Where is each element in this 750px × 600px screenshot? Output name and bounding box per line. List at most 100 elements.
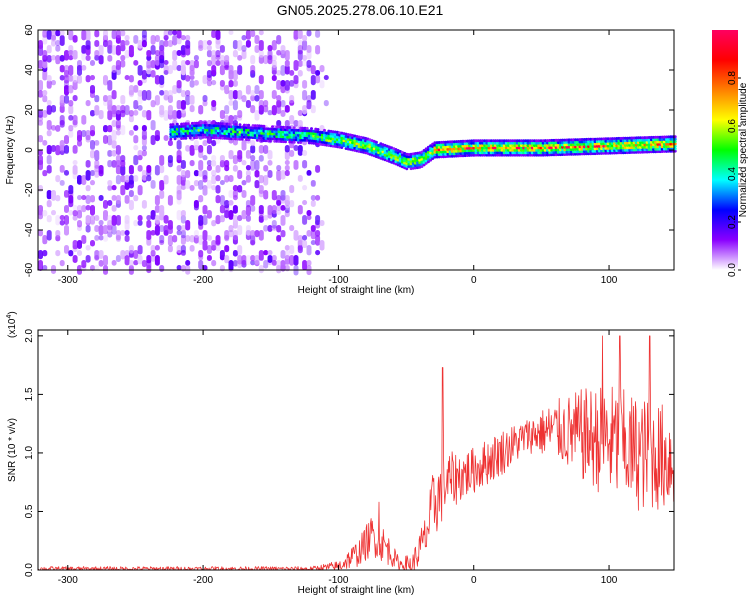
spectrogram-cell — [632, 143, 636, 147]
spectrogram-cell — [68, 130, 74, 138]
spectrogram-x-label: Height of straight line (km) — [298, 285, 415, 296]
spectrogram-cell — [574, 140, 578, 144]
spectrogram-cell — [498, 151, 502, 155]
spectrogram-cell — [146, 175, 152, 182]
spectrogram-cell — [478, 144, 482, 147]
spectrogram-cell — [478, 153, 482, 157]
spectrogram-cell — [589, 152, 593, 156]
spectrogram-cell — [280, 45, 286, 55]
spectrogram-cell — [656, 138, 660, 142]
colorbar-label: Normalized spectral amplitude — [738, 82, 749, 217]
spectrogram-cell — [185, 90, 191, 97]
spectrogram-cell — [476, 146, 480, 150]
spectrogram-cell — [476, 148, 480, 152]
spectrogram-cell — [211, 185, 217, 191]
spectrogram-cell — [289, 100, 295, 106]
spectrogram-cell — [535, 148, 539, 152]
spectrogram-cell — [457, 149, 461, 153]
spectrogram-cell — [215, 195, 221, 204]
spectrogram-cell — [258, 136, 261, 140]
spectrogram-cell — [306, 45, 312, 53]
spectrogram-cell — [268, 139, 272, 143]
spectrogram-cell — [216, 134, 220, 137]
spectrogram-cell — [271, 134, 274, 138]
spectrogram-cell — [567, 143, 571, 147]
spectrogram-cell — [280, 85, 286, 94]
spectrogram-cell — [85, 30, 91, 41]
spectrogram-cell — [206, 145, 212, 155]
spectrogram-cell — [591, 140, 595, 144]
spectrogram-cell — [483, 153, 487, 157]
spectrogram-cell — [306, 100, 312, 110]
spectrogram-cell — [554, 148, 558, 152]
spectrogram-cell — [289, 255, 295, 266]
spectrogram-cell — [172, 35, 178, 46]
spectrogram-cell — [150, 45, 156, 55]
spectrogram-cell — [193, 55, 199, 61]
spectrogram-cell — [288, 138, 292, 142]
spectrogram-cell — [511, 139, 515, 143]
spectrogram-cell — [219, 45, 225, 53]
spectrogram-cell — [598, 151, 601, 155]
spectrogram-cell — [537, 153, 541, 157]
spectrogram-cell — [669, 142, 673, 146]
spectrogram-cell — [537, 141, 541, 145]
spectrogram-cell — [319, 240, 325, 251]
spectrogram-cell — [245, 85, 251, 95]
spectrogram-cell — [561, 145, 565, 149]
spectrogram-cell — [59, 215, 65, 221]
spectrogram-cell — [277, 132, 281, 136]
spectrogram-cell — [413, 154, 417, 158]
spectrogram-cell — [444, 145, 448, 149]
spectrogram-cell — [234, 123, 238, 126]
spectrogram-cell — [284, 200, 290, 209]
spectrogram-cell — [42, 60, 48, 69]
spectrogram-cell — [444, 140, 448, 144]
spectrogram-cell — [649, 143, 653, 147]
spectrogram-cell — [137, 255, 143, 265]
spectrogram-cell — [331, 139, 335, 143]
spectrogram-cell — [180, 137, 184, 140]
spectrogram-cell — [409, 159, 413, 163]
spectrogram-cell — [107, 95, 113, 105]
spectrogram-cell — [320, 138, 324, 142]
spectrogram-cell — [206, 235, 212, 241]
spectrogram-cell — [271, 130, 274, 133]
spectrogram-cell — [656, 150, 660, 154]
spectrogram-cell — [198, 145, 204, 153]
spectrogram-cell — [232, 115, 238, 121]
spectrogram-cell — [46, 215, 52, 223]
spectrogram-cell — [90, 265, 95, 271]
spectrogram-cell — [238, 125, 242, 129]
spectrogram-cell — [267, 160, 273, 166]
spectrogram-cell — [232, 137, 235, 141]
spectrogram-cell — [307, 136, 311, 140]
spectrogram-cell — [55, 175, 61, 183]
spectrogram-cell — [576, 138, 580, 142]
spectrogram-cell — [478, 151, 482, 155]
spectrogram-cell — [543, 148, 547, 152]
spectrogram-cell — [94, 160, 100, 169]
spectrogram-cell — [245, 130, 248, 134]
spectrogram-cell — [258, 90, 264, 100]
spectrogram-cell — [502, 139, 506, 143]
spectrogram-cell — [507, 151, 510, 155]
spectrogram-cell — [284, 195, 290, 206]
spectrogram-cell — [203, 128, 207, 132]
spectrogram-cell — [481, 153, 484, 157]
spectrogram-cell — [237, 110, 243, 119]
spectrogram-cell — [184, 122, 188, 126]
spectrogram-cell — [38, 40, 43, 49]
spectrogram-cell — [176, 140, 182, 150]
spectrogram-cell — [202, 40, 208, 51]
spectrogram-cell — [180, 45, 186, 56]
spectrogram-cell — [232, 205, 238, 214]
spectrogram-cell — [260, 131, 264, 135]
spectrogram-cell — [331, 132, 335, 136]
spectrogram-cell — [654, 140, 658, 144]
spectrogram-cell — [530, 144, 534, 147]
spectrogram-cell — [124, 75, 130, 81]
spectrogram-cell — [115, 255, 121, 263]
spectrogram-cell — [333, 142, 337, 146]
spectrogram-cell — [190, 126, 194, 130]
